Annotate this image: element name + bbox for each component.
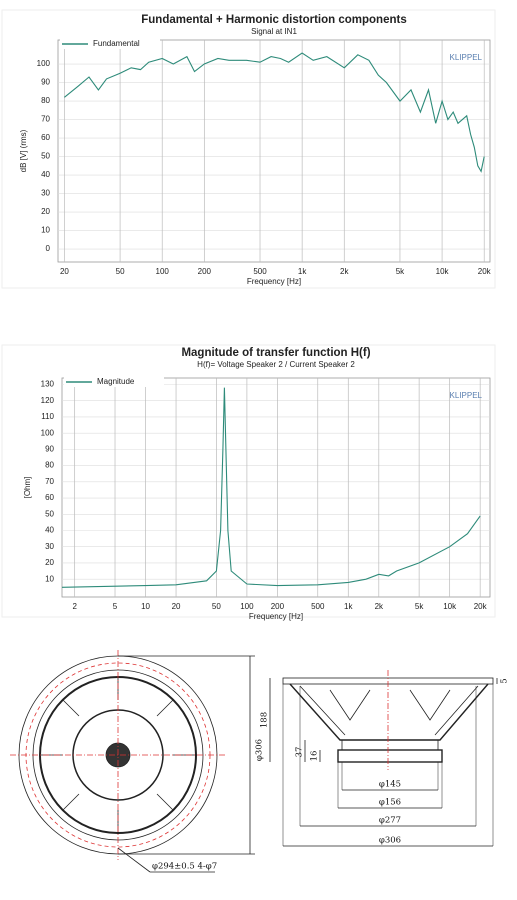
y-tick-label: 0 — [46, 244, 51, 253]
x-tick-label: 10k — [436, 267, 450, 276]
magnet-side — [337, 749, 443, 763]
y-tick-label: 30 — [41, 189, 50, 198]
x-tick-label: 50 — [212, 602, 221, 611]
x-tick-label: 20 — [172, 602, 181, 611]
y-tick-label: 30 — [45, 542, 54, 551]
leader — [117, 847, 151, 873]
x-tick-label: 500 — [311, 602, 325, 611]
x-tick-label: 2k — [375, 602, 384, 611]
data-line — [64, 52, 485, 173]
x-tick-label: 100 — [156, 267, 170, 276]
x-tick-label: 2 — [72, 602, 77, 611]
x-tick-label: 50 — [116, 267, 125, 276]
chart-subtitle: Signal at IN1 — [251, 27, 297, 36]
legend-bg — [60, 39, 160, 49]
y-tick-label: 90 — [41, 78, 50, 87]
y-tick-label: 130 — [41, 380, 55, 389]
dim-label: φ277 — [379, 816, 401, 826]
x-tick-label: 100 — [240, 602, 254, 611]
y-tick-label: 60 — [41, 133, 50, 142]
legend-label: Fundamental — [93, 39, 140, 48]
charts: Fundamental + Harmonic distortion compon… — [1, 9, 496, 621]
y-tick-label: 100 — [37, 59, 51, 68]
legend-bg — [64, 377, 164, 387]
y-tick-label: 80 — [41, 96, 50, 105]
x-tick-label: 5k — [415, 602, 424, 611]
y-tick-label: 50 — [45, 509, 54, 518]
plot-area — [57, 39, 491, 263]
brand: KLIPPEL — [450, 53, 483, 62]
x-axis-label: Frequency [Hz] — [247, 277, 301, 286]
dim-label: φ156 — [379, 798, 401, 808]
y-tick-label: 70 — [45, 477, 54, 486]
flange-label: 37 — [295, 747, 305, 758]
y-tick-label: 80 — [45, 461, 54, 470]
rim-label: 5 — [500, 678, 510, 683]
y-tick-label: 50 — [41, 152, 50, 161]
dim-label: φ306 — [379, 836, 401, 846]
chart-subtitle: H(f)= Voltage Speaker 2 / Current Speake… — [197, 360, 355, 369]
x-tick-label: 20k — [474, 602, 488, 611]
chart-title: Magnitude of transfer function H(f) — [181, 347, 370, 359]
y-tick-label: 20 — [41, 207, 50, 216]
front-dia-label: φ306 — [255, 739, 265, 761]
y-tick-label: 110 — [41, 412, 54, 421]
top-plate — [341, 739, 439, 751]
y-tick-label: 20 — [45, 558, 54, 567]
x-tick-label: 500 — [253, 267, 267, 276]
bolt-label: φ294±0.5 4-φ7 — [152, 862, 217, 872]
x-tick-label: 5k — [396, 267, 405, 276]
basket-side — [289, 683, 489, 741]
y-tick-label: 10 — [45, 574, 54, 583]
x-tick-label: 2k — [340, 267, 349, 276]
x-tick-label: 200 — [198, 267, 212, 276]
y-axis-label: dB [V] (rms) — [19, 129, 28, 172]
x-tick-label: 20k — [478, 267, 492, 276]
y-tick-label: 40 — [45, 526, 54, 535]
x-tick-label: 10k — [443, 602, 457, 611]
y-tick-label: 70 — [41, 115, 50, 124]
chart-title: Fundamental + Harmonic distortion compon… — [141, 14, 406, 26]
x-tick-label: 1k — [344, 602, 353, 611]
y-tick-label: 120 — [41, 396, 55, 405]
extension-lines — [282, 684, 494, 846]
x-tick-label: 200 — [271, 602, 285, 611]
plate-label: 16 — [310, 751, 320, 762]
x-tick-label: 20 — [60, 267, 69, 276]
y-axis-label: [Ohm] — [23, 477, 32, 499]
data-line — [61, 387, 481, 588]
y-tick-label: 100 — [41, 428, 55, 437]
legend-label: Magnitude — [97, 377, 135, 386]
y-tick-label: 40 — [41, 170, 50, 179]
cone — [299, 685, 479, 736]
y-tick-label: 60 — [45, 493, 54, 502]
x-axis-label: Frequency [Hz] — [249, 612, 303, 621]
x-tick-label: 10 — [141, 602, 150, 611]
plot-area — [61, 377, 491, 598]
y-tick-label: 10 — [41, 226, 50, 235]
y-tick-label: 90 — [45, 444, 54, 453]
dim-label: φ145 — [379, 780, 401, 790]
brand: KLIPPEL — [450, 391, 483, 400]
speaker-drawing — [10, 650, 498, 873]
depth-label: 188 — [260, 712, 270, 728]
x-tick-label: 5 — [113, 602, 118, 611]
x-tick-label: 1k — [298, 267, 307, 276]
